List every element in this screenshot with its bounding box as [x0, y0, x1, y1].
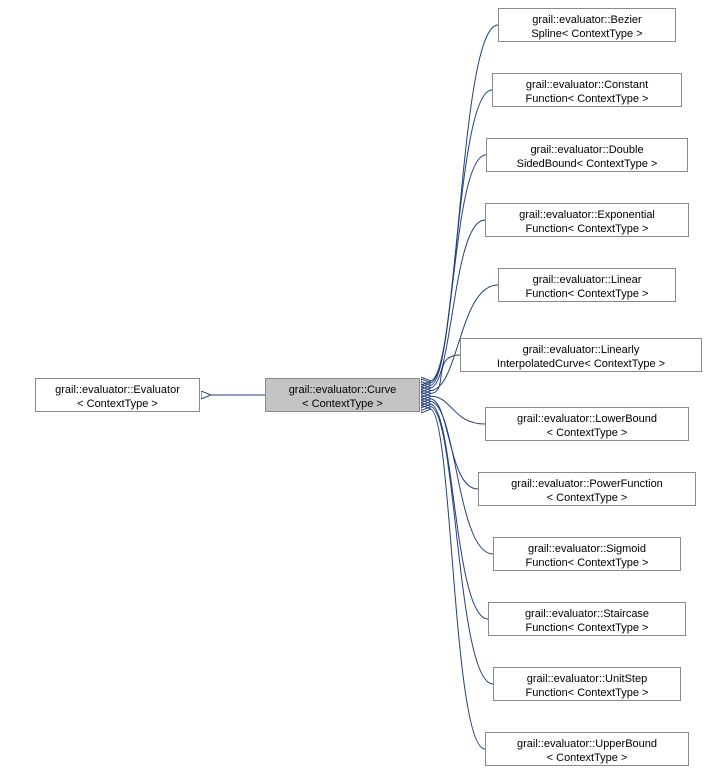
- node-leaf4[interactable]: grail::evaluator::LinearFunction< Contex…: [498, 268, 676, 302]
- node-label-line1: grail::evaluator::Double: [495, 143, 679, 157]
- node-leaf8[interactable]: grail::evaluator::SigmoidFunction< Conte…: [493, 537, 681, 571]
- node-leaf3[interactable]: grail::evaluator::ExponentialFunction< C…: [485, 203, 689, 237]
- node-leaf11[interactable]: grail::evaluator::UpperBound< ContextTyp…: [485, 732, 689, 766]
- node-label-line1: grail::evaluator::Constant: [501, 78, 673, 92]
- inheritance-diagram: grail::evaluator::Evaluator< ContextType…: [0, 0, 715, 771]
- node-label-line1: grail::evaluator::Curve: [274, 383, 411, 397]
- edge: [430, 407, 493, 684]
- node-label-line1: grail::evaluator::Linearly: [469, 343, 693, 357]
- node-label-line1: grail::evaluator::Bezier: [507, 13, 667, 27]
- node-label-line1: grail::evaluator::UpperBound: [494, 737, 680, 751]
- node-label-line2: < ContextType >: [274, 397, 411, 411]
- node-label-line1: grail::evaluator::Exponential: [494, 208, 680, 222]
- node-label-line1: grail::evaluator::Linear: [507, 273, 667, 287]
- node-label-line2: Function< ContextType >: [494, 222, 680, 236]
- edge: [430, 396, 485, 424]
- node-label-line2: Spline< ContextType >: [507, 27, 667, 41]
- node-label-line1: grail::evaluator::Staircase: [497, 607, 677, 621]
- node-leaf9[interactable]: grail::evaluator::StaircaseFunction< Con…: [488, 602, 686, 636]
- node-label-line1: grail::evaluator::PowerFunction: [487, 477, 687, 491]
- node-leaf5[interactable]: grail::evaluator::LinearlyInterpolatedCu…: [460, 338, 702, 372]
- node-curve[interactable]: grail::evaluator::Curve< ContextType >: [265, 378, 420, 412]
- node-label-line2: Function< ContextType >: [507, 287, 667, 301]
- node-label-line2: < ContextType >: [494, 426, 680, 440]
- node-leaf0[interactable]: grail::evaluator::BezierSpline< ContextT…: [498, 8, 676, 42]
- node-leaf6[interactable]: grail::evaluator::LowerBound< ContextTyp…: [485, 407, 689, 441]
- node-label-line1: grail::evaluator::LowerBound: [494, 412, 680, 426]
- node-label-line2: SidedBound< ContextType >: [495, 157, 679, 171]
- node-label-line2: < ContextType >: [44, 397, 191, 411]
- edge: [430, 409, 485, 749]
- node-leaf10[interactable]: grail::evaluator::UnitStepFunction< Cont…: [493, 667, 681, 701]
- node-leaf7[interactable]: grail::evaluator::PowerFunction< Context…: [478, 472, 696, 506]
- node-evaluator[interactable]: grail::evaluator::Evaluator< ContextType…: [35, 378, 200, 412]
- edge: [430, 355, 460, 393]
- node-label-line2: Function< ContextType >: [501, 92, 673, 106]
- node-leaf1[interactable]: grail::evaluator::ConstantFunction< Cont…: [492, 73, 682, 107]
- node-label-line1: grail::evaluator::Evaluator: [44, 383, 191, 397]
- edge: [430, 399, 478, 489]
- node-label-line1: grail::evaluator::UnitStep: [502, 672, 672, 686]
- edge: [430, 404, 488, 619]
- node-label-line2: Function< ContextType >: [502, 686, 672, 700]
- node-label-line1: grail::evaluator::Sigmoid: [502, 542, 672, 556]
- node-leaf2[interactable]: grail::evaluator::DoubleSidedBound< Cont…: [486, 138, 688, 172]
- node-label-line2: Function< ContextType >: [502, 556, 672, 570]
- node-label-line2: Function< ContextType >: [497, 621, 677, 635]
- node-label-line2: < ContextType >: [487, 491, 687, 505]
- node-label-line2: < ContextType >: [494, 751, 680, 765]
- node-label-line2: InterpolatedCurve< ContextType >: [469, 357, 693, 371]
